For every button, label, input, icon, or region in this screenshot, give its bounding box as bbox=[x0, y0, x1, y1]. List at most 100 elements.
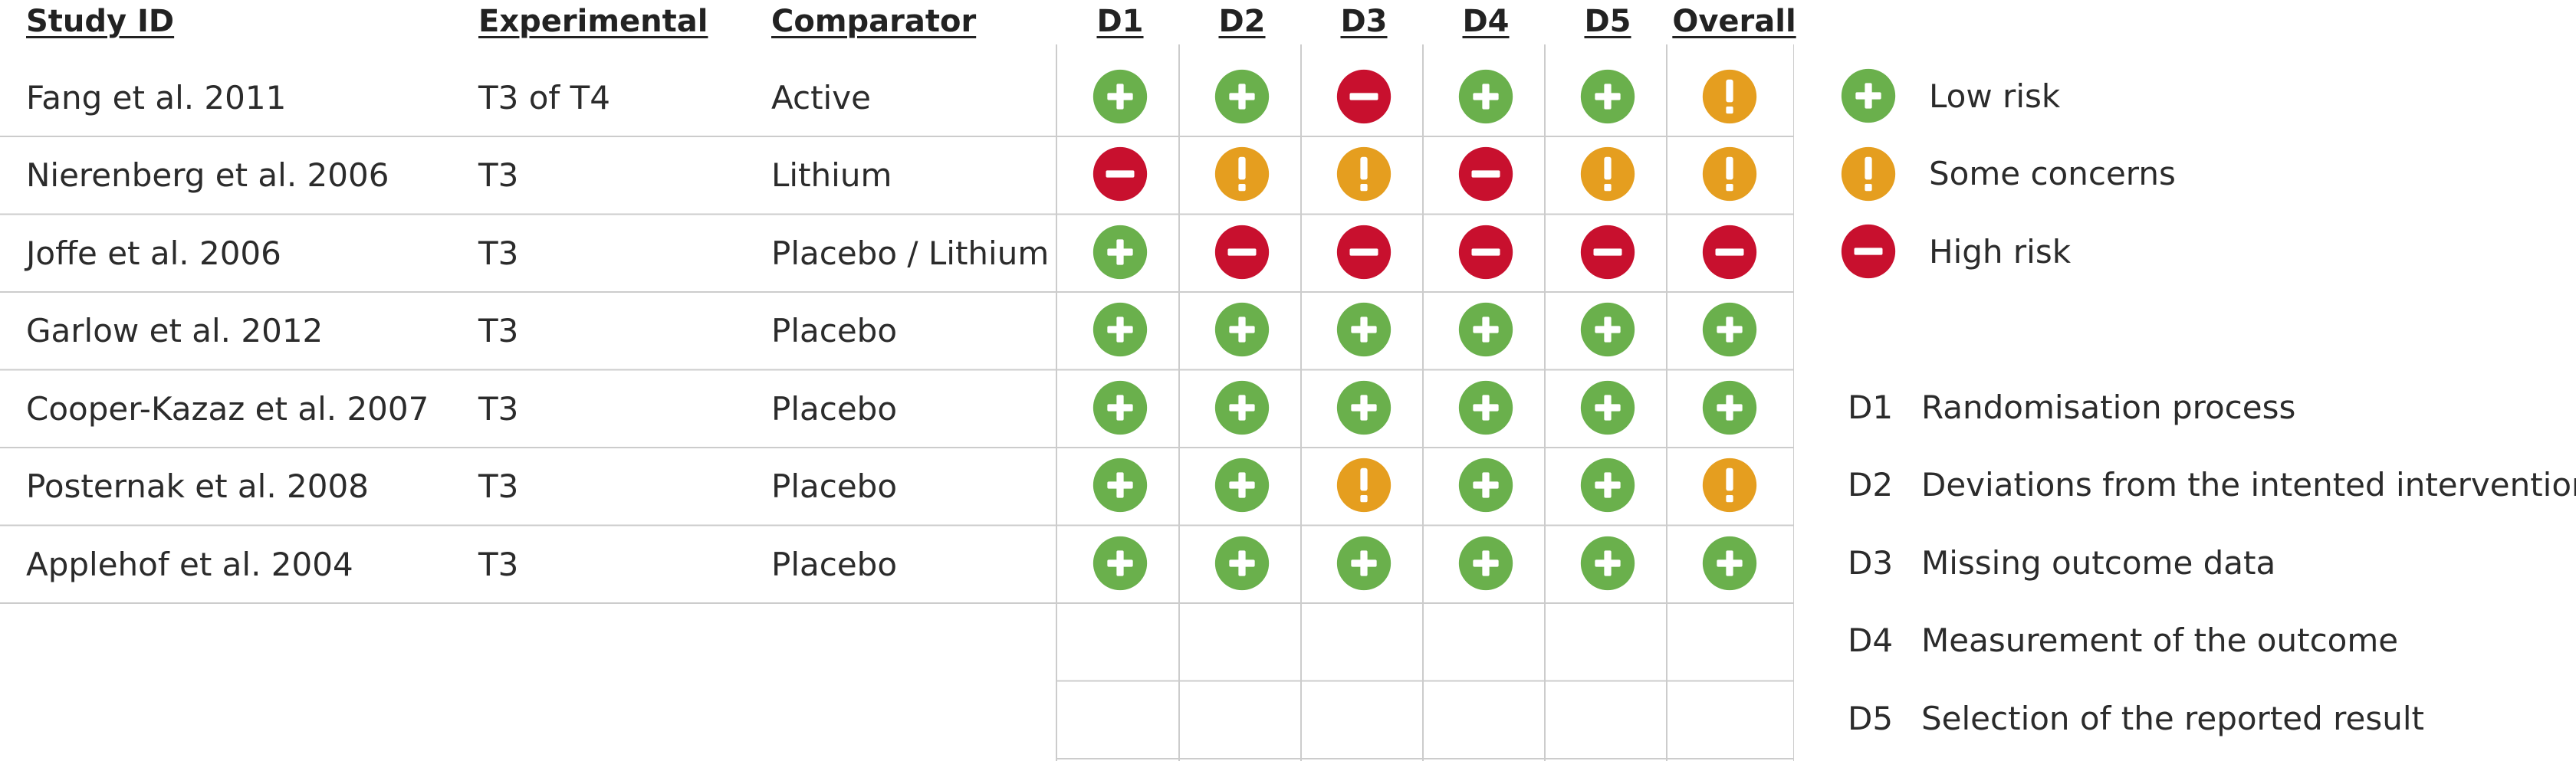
domain-code: D2 bbox=[1848, 466, 1894, 504]
exclamation-icon bbox=[1702, 458, 1757, 513]
minus-icon bbox=[1458, 225, 1513, 279]
judgement-marker bbox=[1457, 224, 1514, 280]
plus-icon bbox=[1458, 458, 1513, 513]
plus-icon bbox=[1702, 303, 1757, 357]
header-experimental: Experimental bbox=[478, 4, 708, 39]
study-id-cell: Posternak et al. 2008 bbox=[26, 467, 369, 505]
judgement-marker bbox=[1701, 68, 1758, 125]
study-id-cell: Nierenberg et al. 2006 bbox=[26, 156, 389, 194]
plus-icon bbox=[1092, 536, 1148, 590]
plus-icon bbox=[1214, 303, 1270, 357]
minus-icon bbox=[1092, 147, 1148, 202]
judgement-marker bbox=[1214, 301, 1270, 358]
exclamation-icon bbox=[1336, 458, 1392, 513]
domain-legend-item: D1 Randomisation process bbox=[1848, 369, 2295, 445]
legend-item-high: High risk bbox=[1840, 213, 2071, 290]
plus-icon bbox=[1702, 380, 1757, 435]
plus-icon bbox=[1458, 303, 1513, 357]
judgement-marker bbox=[1457, 535, 1514, 592]
study-id-cell: Garlow et al. 2012 bbox=[26, 312, 324, 349]
minus-icon bbox=[1580, 225, 1635, 279]
minus-icon bbox=[1841, 224, 1896, 279]
judgement-marker bbox=[1579, 68, 1636, 125]
header-d5: D5 bbox=[1584, 4, 1631, 39]
domain-legend-item: D4 Measurement of the outcome bbox=[1848, 602, 2398, 679]
judgement-marker bbox=[1214, 224, 1270, 280]
judgement-marker bbox=[1214, 379, 1270, 436]
plus-icon bbox=[1702, 536, 1757, 590]
domain-legend-item: D3 Missing outcome data bbox=[1848, 524, 2275, 601]
judgement-marker bbox=[1336, 457, 1392, 513]
comparator-cell: Placebo bbox=[771, 389, 898, 428]
judgement-marker bbox=[1336, 146, 1392, 202]
judgement-marker bbox=[1214, 146, 1270, 202]
plus-icon bbox=[1841, 68, 1896, 123]
plus-icon bbox=[1214, 536, 1270, 590]
domain-code: D1 bbox=[1848, 388, 1894, 426]
table-grid bbox=[0, 44, 1794, 761]
judgement-marker bbox=[1579, 457, 1636, 513]
judgement-marker bbox=[1092, 301, 1148, 358]
domain-legend-item: D5 Selection of the reported result bbox=[1848, 680, 2424, 756]
plus-icon bbox=[1092, 69, 1148, 123]
domain-code: D3 bbox=[1848, 543, 1894, 582]
header-study-id: Study ID bbox=[26, 4, 175, 39]
experimental-cell: T3 bbox=[478, 545, 519, 583]
judgement-marker bbox=[1579, 146, 1636, 202]
minus-icon bbox=[1458, 147, 1513, 202]
judgement-marker bbox=[1336, 224, 1392, 280]
exclamation-icon bbox=[1841, 146, 1896, 201]
comparator-cell: Placebo bbox=[771, 312, 898, 349]
judgement-marker bbox=[1701, 301, 1758, 358]
header-d3: D3 bbox=[1340, 4, 1388, 39]
comparator-cell: Active bbox=[771, 78, 871, 116]
judgement-marker bbox=[1336, 301, 1392, 358]
plus-icon bbox=[1336, 380, 1392, 435]
minus-icon bbox=[1214, 225, 1270, 279]
header-d2: D2 bbox=[1218, 4, 1266, 39]
plus-icon bbox=[1092, 303, 1148, 357]
experimental-cell: T3 bbox=[478, 156, 519, 194]
plus-icon bbox=[1458, 536, 1513, 590]
exclamation-icon bbox=[1336, 147, 1392, 202]
plus-icon bbox=[1092, 380, 1148, 435]
judgement-marker bbox=[1701, 224, 1758, 280]
plus-icon bbox=[1214, 458, 1270, 513]
plus-icon bbox=[1336, 536, 1392, 590]
judgement-marker bbox=[1579, 379, 1636, 436]
study-id-cell: Fang et al. 2011 bbox=[26, 78, 287, 116]
judgement-marker bbox=[1457, 457, 1514, 513]
plus-icon bbox=[1458, 69, 1513, 123]
domain-label: Randomisation process bbox=[1921, 388, 2296, 426]
judgement-marker bbox=[1457, 379, 1514, 436]
judgement-marker bbox=[1457, 68, 1514, 125]
judgement-marker bbox=[1701, 146, 1758, 202]
plus-icon bbox=[1336, 303, 1392, 357]
exclamation-icon bbox=[1702, 147, 1757, 202]
judgement-marker bbox=[1579, 301, 1636, 358]
judgement-marker bbox=[1701, 379, 1758, 436]
plus-icon bbox=[1580, 69, 1635, 123]
domain-label: Selection of the reported result bbox=[1921, 699, 2424, 737]
judgement-marker bbox=[1092, 224, 1148, 280]
judgement-marker bbox=[1336, 535, 1392, 592]
minus-icon bbox=[1336, 69, 1392, 123]
comparator-cell: Placebo bbox=[771, 545, 898, 583]
legend-label: Low risk bbox=[1929, 77, 2061, 115]
judgement-marker bbox=[1579, 224, 1636, 280]
header-d1: D1 bbox=[1096, 4, 1144, 39]
comparator-cell: Lithium bbox=[771, 156, 892, 194]
study-id-cell: Joffe et al. 2006 bbox=[26, 234, 281, 272]
plus-icon bbox=[1092, 458, 1148, 513]
judgement-marker bbox=[1701, 535, 1758, 592]
plus-icon bbox=[1214, 69, 1270, 123]
experimental-cell: T3 bbox=[478, 389, 519, 428]
judgement-marker bbox=[1092, 146, 1148, 202]
experimental-cell: T3 bbox=[478, 312, 519, 349]
exclamation-icon bbox=[1702, 69, 1757, 123]
domain-code: D4 bbox=[1848, 622, 1894, 659]
legend-label: High risk bbox=[1929, 232, 2072, 271]
header-comparator: Comparator bbox=[771, 4, 977, 39]
legend-item-some: Some concerns bbox=[1840, 136, 2176, 212]
legend-item-low: Low risk bbox=[1840, 57, 2060, 134]
